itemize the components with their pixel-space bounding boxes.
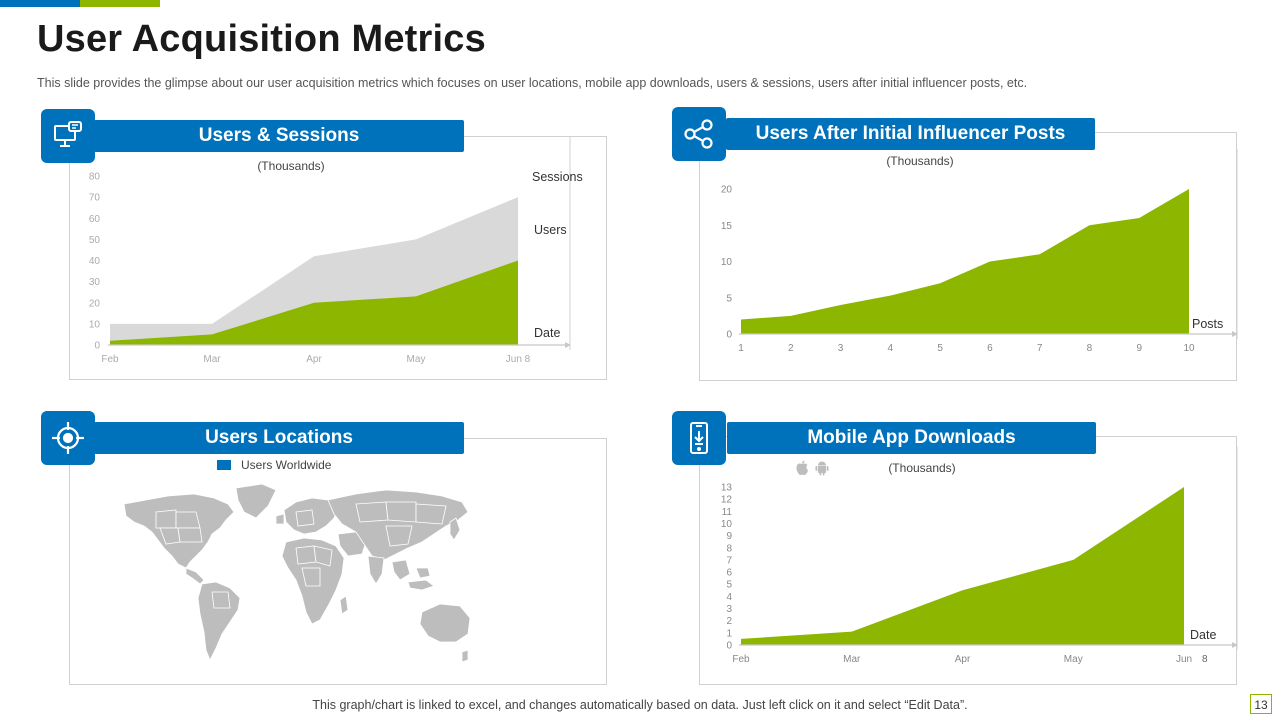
legend-users-worldwide: Users Worldwide bbox=[241, 458, 332, 472]
world-map bbox=[123, 483, 471, 663]
footer-note: This graph/chart is linked to excel, and… bbox=[312, 698, 968, 712]
panel-header-users-locations: Users Locations bbox=[94, 422, 464, 454]
monitor-chat-icon bbox=[41, 109, 95, 163]
android-icon bbox=[815, 461, 829, 476]
page-subtitle: This slide provides the glimpse about ou… bbox=[37, 76, 1028, 90]
panel-mobile-downloads bbox=[699, 436, 1237, 685]
apple-icon bbox=[796, 460, 808, 475]
accent-bar-blue bbox=[0, 0, 80, 7]
page-number: 13 bbox=[1250, 694, 1272, 714]
target-crosshair-icon bbox=[41, 411, 95, 465]
legend-swatch-users-worldwide bbox=[217, 460, 231, 470]
panel-header-users-sessions: Users & Sessions bbox=[94, 120, 464, 152]
panel-influencer-posts bbox=[699, 132, 1237, 381]
mobile-download-icon bbox=[672, 411, 726, 465]
accent-bar-green bbox=[80, 0, 160, 7]
panel-header-influencer-posts: Users After Initial Influencer Posts bbox=[726, 118, 1095, 150]
share-nodes-icon bbox=[672, 107, 726, 161]
panel-header-mobile-downloads: Mobile App Downloads bbox=[727, 422, 1096, 454]
page-title: User Acquisition Metrics bbox=[37, 18, 486, 60]
panel-users-sessions bbox=[69, 136, 607, 380]
